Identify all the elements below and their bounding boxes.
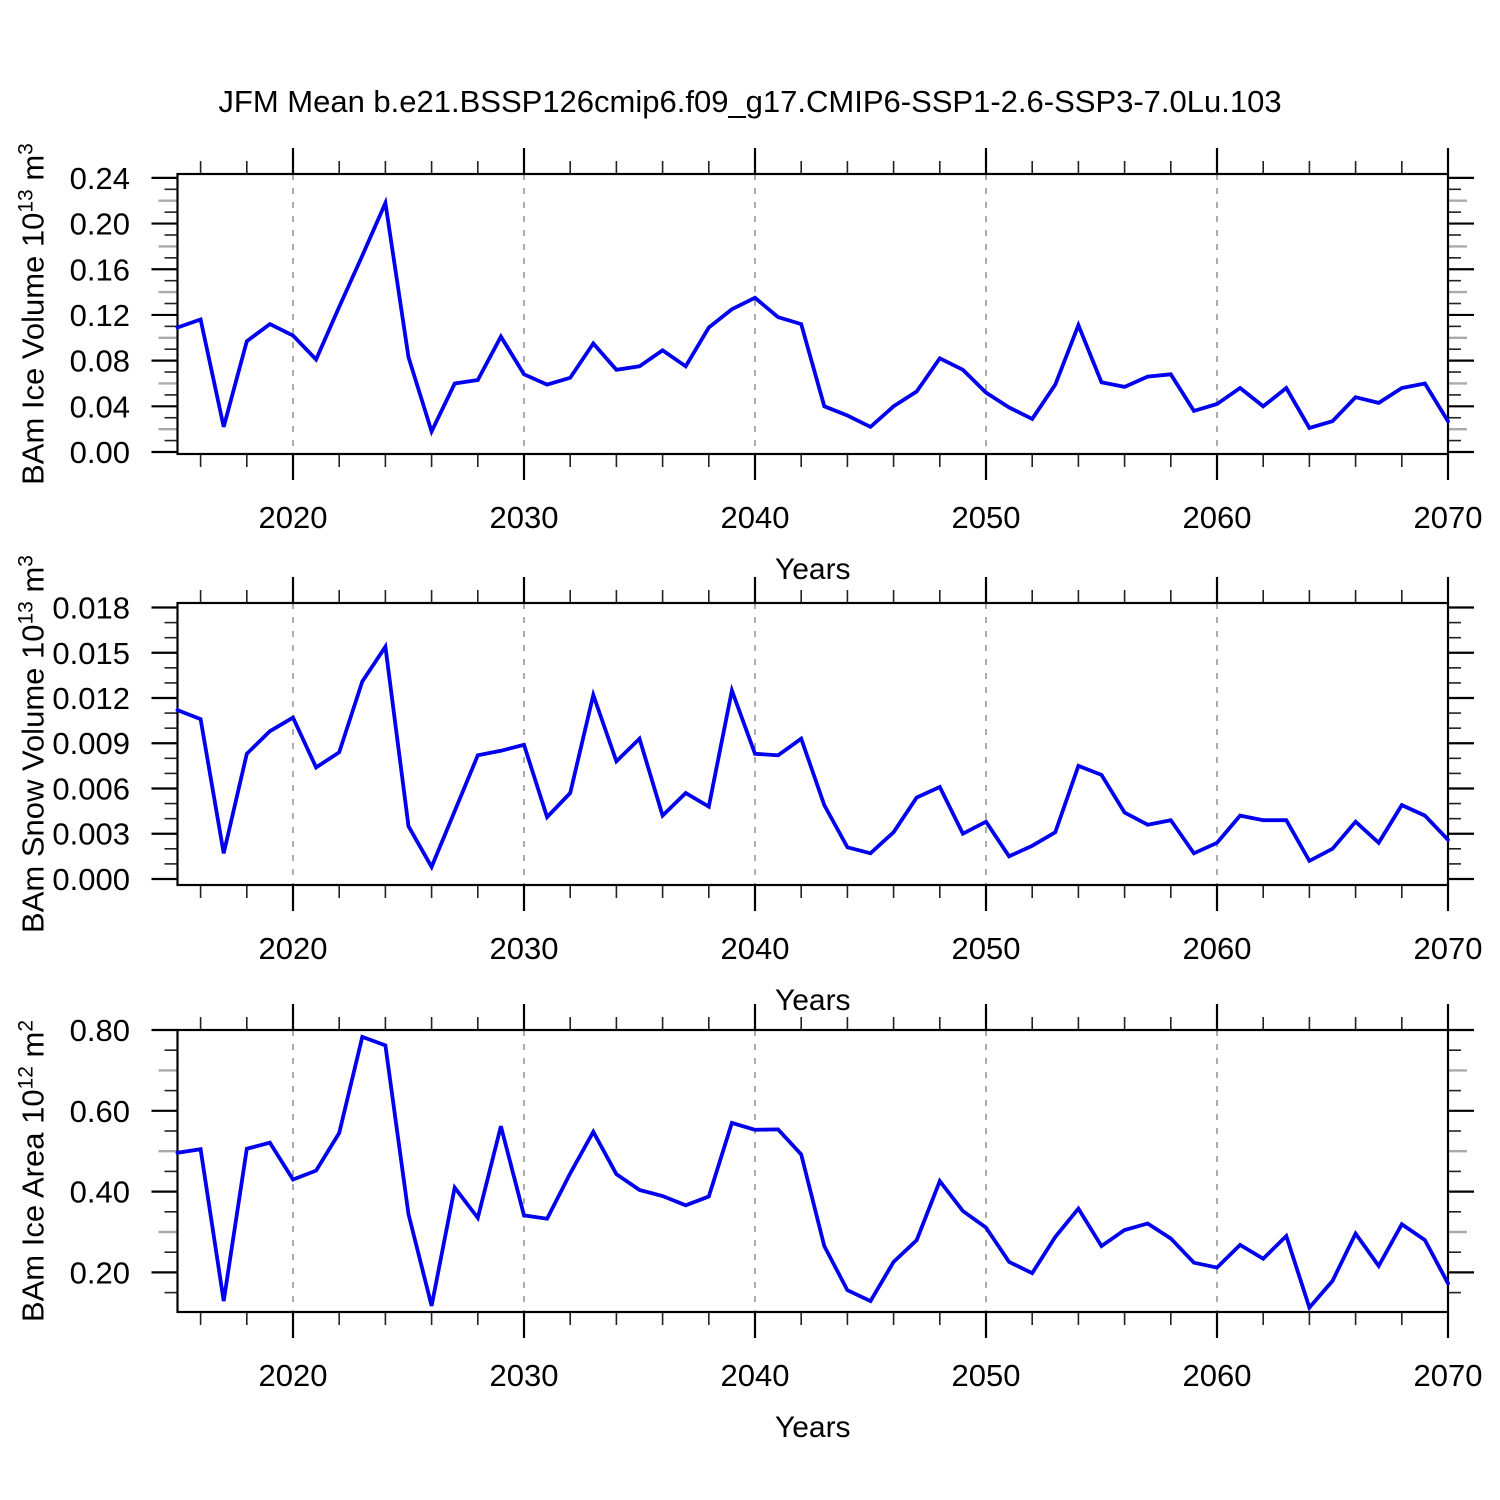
- y-tick-label: 0.015: [52, 636, 130, 671]
- y-tick-label: 0.006: [52, 771, 130, 806]
- x-tick-label: 2060: [1183, 500, 1252, 535]
- chart-title: JFM Mean b.e21.BSSP126cmip6.f09_g17.CMIP…: [218, 84, 1282, 119]
- x-tick-label: 2030: [490, 500, 559, 535]
- series-line-snow_volume: [175, 641, 1450, 872]
- y-tick-label: 0.00: [70, 435, 130, 470]
- y-tick-label: 0.24: [70, 161, 130, 196]
- x-tick-label: 2070: [1414, 500, 1483, 535]
- panel-ice_area: 2020 2030 2040 2050 2060 2070 0.20 0.40 0.60 0.80…: [70, 1004, 1483, 1444]
- x-axis-title: Years: [775, 553, 851, 586]
- x-tick-label: 2020: [259, 931, 328, 966]
- y-tick-label: 0.009: [52, 726, 130, 761]
- y-tick-label: 0.003: [52, 817, 130, 852]
- y-axis-label-snow_volume: BAm Snow Volume 1013 m3: [14, 555, 51, 933]
- x-tick-label: 2060: [1183, 931, 1252, 966]
- x-axis-title: Years: [775, 984, 851, 1017]
- y-axis-label-ice_volume: BAm Ice Volume 1013 m3: [14, 143, 51, 485]
- y-tick-label: 0.12: [70, 298, 130, 333]
- x-tick-label: 2060: [1183, 1358, 1252, 1393]
- y-tick-label: 0.04: [70, 389, 130, 424]
- y-axis-label-ice_area: BAm Ice Area 1012 m2: [14, 1019, 51, 1323]
- series-line-ice_area: [175, 1034, 1450, 1312]
- panel-snow_volume: 2020 2030 2040 2050 2060 2070 0.000 0.003 0.006 0…: [52, 577, 1482, 1017]
- x-tick-label: 2040: [721, 1358, 790, 1393]
- plot-box: [176, 601, 1450, 887]
- x-tick-label: 2050: [952, 500, 1021, 535]
- x-tick-label: 2070: [1414, 1358, 1483, 1393]
- plot-box: [176, 172, 1450, 456]
- x-tick-label: 2050: [952, 931, 1021, 966]
- series-line-ice_volume: [175, 196, 1450, 437]
- plot-box: [176, 1028, 1450, 1314]
- y-tick-label: 0.018: [52, 591, 130, 626]
- y-tick-label: 0.40: [70, 1175, 130, 1210]
- x-tick-label: 2050: [952, 1358, 1021, 1393]
- x-tick-label: 2070: [1414, 931, 1483, 966]
- y-tick-label: 0.16: [70, 252, 130, 287]
- x-tick-label: 2030: [490, 1358, 559, 1393]
- y-tick-label: 0.08: [70, 344, 130, 379]
- y-tick-label: 0.000: [52, 862, 130, 897]
- panel-ice_volume: 2020 2030 2040 2050 2060 2070 0.00 0.04 0.08 0.12…: [70, 148, 1483, 586]
- y-tick-label: 0.20: [70, 1255, 130, 1290]
- y-tick-label: 0.20: [70, 207, 130, 242]
- x-tick-label: 2040: [721, 931, 790, 966]
- x-tick-label: 2020: [259, 500, 328, 535]
- x-tick-label: 2040: [721, 500, 790, 535]
- y-tick-label: 0.80: [70, 1013, 130, 1048]
- y-tick-label: 0.60: [70, 1094, 130, 1129]
- x-tick-label: 2020: [259, 1358, 328, 1393]
- y-tick-label: 0.012: [52, 681, 130, 716]
- x-axis-title: Years: [775, 1411, 851, 1444]
- x-tick-label: 2030: [490, 931, 559, 966]
